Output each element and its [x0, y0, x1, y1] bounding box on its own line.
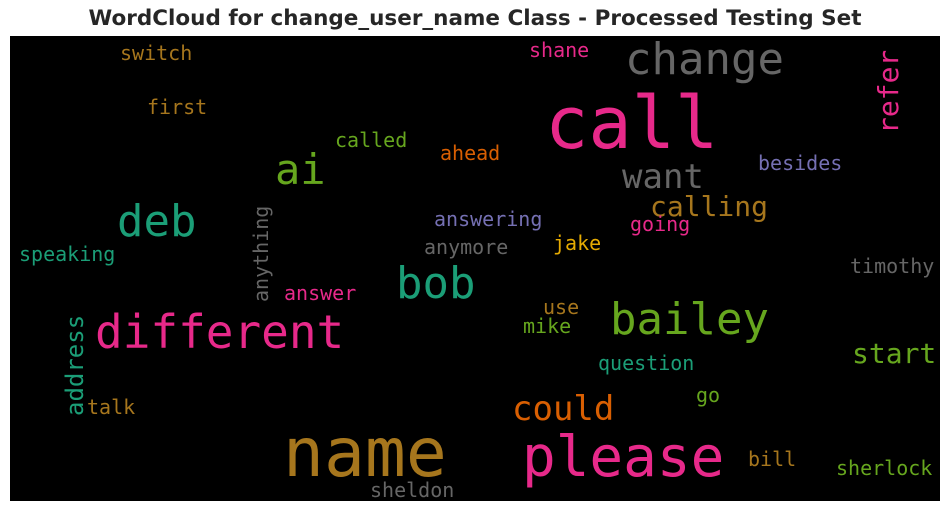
word-start: start: [852, 337, 936, 370]
word-timothy: timothy: [850, 254, 934, 278]
word-ai: ai: [275, 145, 326, 194]
word-calling: calling: [650, 190, 768, 223]
word-call: call: [545, 81, 718, 165]
word-use: use: [543, 295, 579, 319]
word-cloud-canvas: call name please change different bailey bob de…: [19, 36, 936, 501]
word-refer: refer: [872, 50, 905, 134]
word-jake: jake: [553, 231, 601, 255]
word-deb: deb: [117, 196, 196, 247]
word-change: change: [625, 36, 784, 85]
word-go: go: [696, 383, 720, 407]
word-bailey: bailey: [610, 294, 769, 345]
word-cloud: call name please change different bailey bob de…: [10, 36, 940, 501]
word-bill: bill: [748, 447, 796, 471]
word-sherlock: sherlock: [836, 456, 932, 480]
word-shane: shane: [529, 38, 589, 62]
word-answering: answering: [434, 207, 542, 231]
word-bob: bob: [396, 258, 475, 309]
word-besides: besides: [758, 151, 842, 175]
word-want: want: [622, 157, 704, 197]
word-address: address: [61, 315, 89, 416]
word-please: please: [522, 425, 724, 490]
word-switch: switch: [120, 41, 192, 65]
word-ahead: ahead: [440, 141, 500, 165]
word-anything: anything: [249, 206, 273, 302]
word-could: could: [512, 389, 614, 429]
word-question: question: [598, 351, 694, 375]
word-sheldon: sheldon: [370, 478, 454, 501]
word-going: going: [630, 212, 690, 236]
word-mike: mike: [523, 314, 571, 338]
word-talk: talk: [87, 395, 135, 419]
word-first: first: [147, 95, 207, 119]
word-name: name: [283, 414, 447, 493]
word-called: called: [335, 128, 407, 152]
word-speaking: speaking: [19, 242, 115, 266]
page-title: WordCloud for change_user_name Class - P…: [88, 6, 862, 31]
word-anymore: anymore: [424, 235, 508, 259]
word-different: different: [95, 305, 344, 359]
word-answer: answer: [284, 281, 356, 305]
